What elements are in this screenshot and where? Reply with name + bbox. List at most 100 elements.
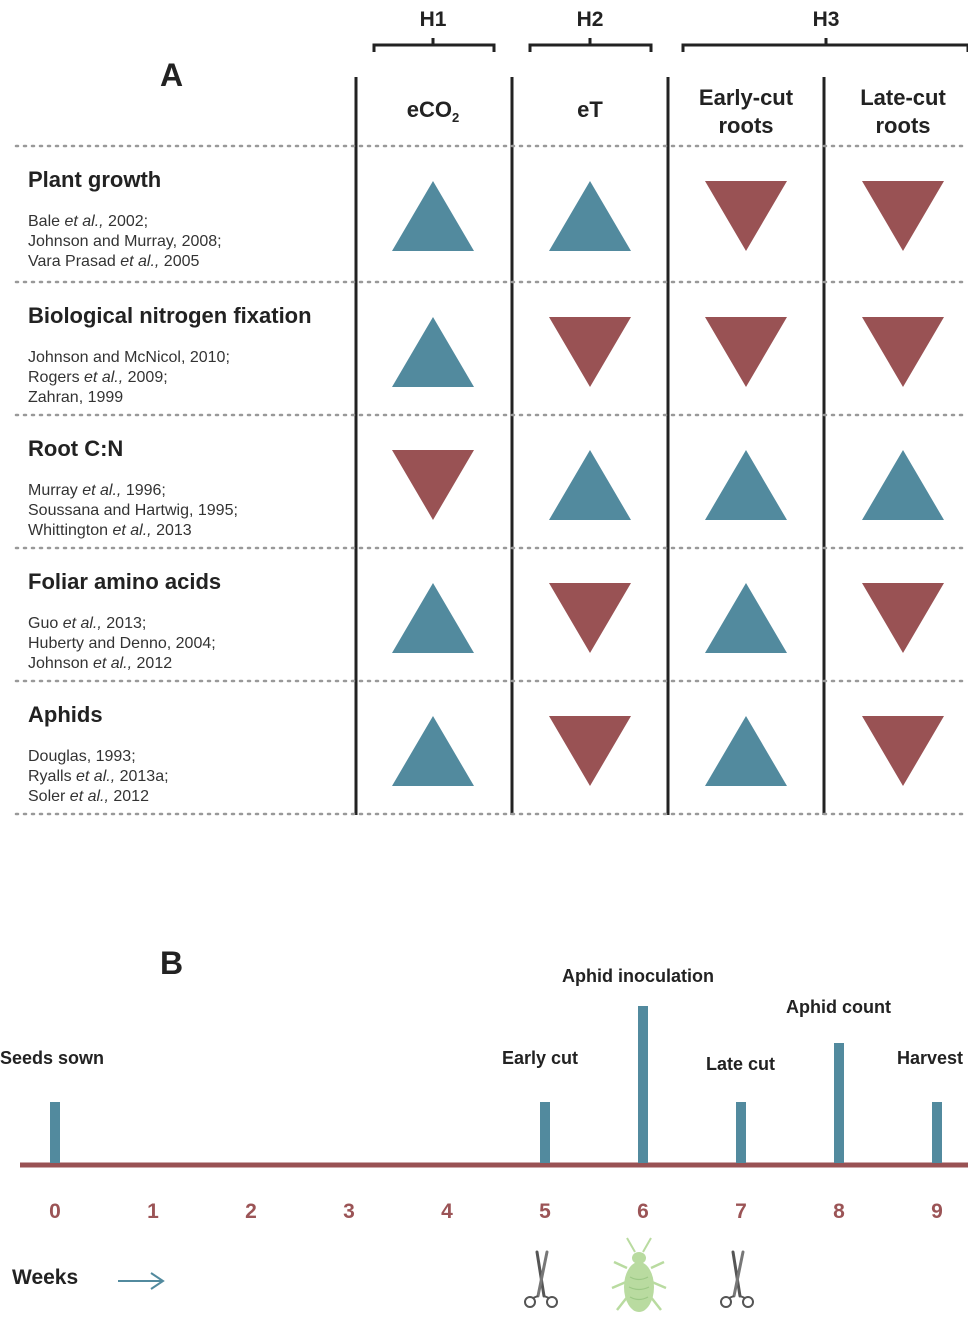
event-label: Aphid inoculation (562, 966, 714, 986)
reference-text: Johnson and McNicol, 2010; (28, 349, 230, 366)
decrease-triangle-icon (705, 317, 787, 387)
reference-text: 2009; (123, 369, 168, 386)
decrease-triangle-icon (549, 583, 631, 653)
hypothesis-label-h3: H3 (812, 8, 840, 31)
reference-text: 2002; (103, 213, 149, 230)
column-header-subscript: 2 (452, 110, 460, 125)
reference-etal: et al., (62, 615, 102, 632)
week-number-0: 0 (49, 1200, 61, 1223)
increase-triangle-icon (705, 716, 787, 786)
reference-etal: et al., (82, 482, 122, 499)
week-number-1: 1 (147, 1200, 159, 1223)
reference-text: 2013a; (115, 768, 169, 785)
reference-text: 2005 (159, 253, 200, 270)
column-header-late-line2: roots (875, 113, 931, 138)
reference-text: 2012 (108, 788, 149, 805)
panel-a-label: A (160, 57, 184, 93)
reference-text: 2013 (151, 522, 192, 539)
reference-etal: et al., (69, 788, 109, 805)
event-marker-bar (638, 1006, 648, 1163)
reference-text: Vara Prasad (28, 253, 121, 270)
increase-triangle-icon (549, 181, 631, 251)
reference-text: Soussana and Hartwig, 1995; (28, 502, 238, 519)
column-header-early-line1: Early-cut (698, 85, 794, 110)
arrow-head-icon (150, 1272, 165, 1290)
reference-line: Johnson and Murray, 2008; (28, 232, 222, 252)
event-marker-bar (932, 1102, 942, 1163)
weeks-axis-label: Weeks (12, 1266, 79, 1289)
column-header-late-line1: Late-cut (860, 85, 946, 110)
reference-etal: et al., (76, 768, 116, 785)
reference-text: 2013; (101, 615, 147, 632)
reference-text: Soler (28, 788, 70, 805)
increase-triangle-icon (705, 583, 787, 653)
increase-triangle-icon (392, 716, 474, 786)
increase-triangle-icon (392, 583, 474, 653)
decrease-triangle-icon (392, 450, 474, 520)
event-marker-bar (50, 1102, 60, 1163)
reference-line: Ryalls et al., 2013a; (28, 767, 169, 787)
hypothesis-label-h1: H1 (419, 8, 447, 31)
reference-text: Johnson and Murray, 2008; (28, 233, 222, 250)
decrease-triangle-icon (862, 181, 944, 251)
row-references: Bale et al., 2002; Johnson and Murray, 20… (28, 212, 222, 272)
row-references: Douglas, 1993; Ryalls et al., 2013a; Soler… (28, 747, 169, 807)
increase-triangle-icon (392, 181, 474, 251)
reference-text: Whittington (28, 522, 113, 539)
reference-etal: et al., (64, 213, 104, 230)
event-label: Seeds sown (0, 1048, 105, 1068)
increase-triangle-icon (549, 450, 631, 520)
event-marker-bar (540, 1102, 550, 1163)
reference-line: Whittington et al., 2013 (28, 521, 238, 541)
reference-line: Murray et al., 1996; (28, 481, 238, 501)
increase-triangle-icon (862, 450, 944, 520)
column-header-text: eCO (406, 97, 452, 122)
reference-text: Ryalls (28, 768, 77, 785)
reference-text: Rogers (28, 369, 85, 386)
row-references: Murray et al., 1996; Soussana and Hartwig… (28, 481, 238, 541)
reference-etal: et al., (84, 369, 124, 386)
aphid-icon (611, 1237, 667, 1312)
decrease-triangle-icon (705, 181, 787, 251)
reference-line: Johnson et al., 2012 (28, 654, 216, 674)
reference-text: Huberty and Denno, 2004; (28, 635, 216, 652)
reference-etal: et al., (92, 655, 133, 672)
column-header-early-line2: roots (718, 113, 774, 138)
week-number-7: 7 (735, 1200, 747, 1223)
reference-line: Vara Prasad et al., 2005 (28, 252, 222, 272)
reference-text: Zahran, 1999 (28, 389, 124, 406)
reference-text: 1996; (121, 482, 166, 499)
reference-line: Huberty and Denno, 2004; (28, 634, 216, 654)
week-number-9: 9 (931, 1200, 943, 1223)
row-title: Biological nitrogen fixation (28, 303, 312, 328)
decrease-triangle-icon (549, 716, 631, 786)
column-header-et: eT (515, 96, 665, 124)
scissors-icon (524, 1250, 558, 1308)
week-number-5: 5 (539, 1200, 551, 1223)
reference-line: Douglas, 1993; (28, 747, 169, 767)
decrease-triangle-icon (862, 583, 944, 653)
column-header-eco2: eCO2 (358, 96, 508, 132)
reference-line: Guo et al., 2013; (28, 614, 216, 634)
reference-text: Guo (28, 615, 63, 632)
panel-b-label: B (160, 945, 184, 981)
reference-line: Zahran, 1999 (28, 388, 230, 408)
reference-text: Murray (28, 482, 83, 499)
row-references: Guo et al., 2013; Huberty and Denno, 2004… (28, 614, 216, 674)
event-label: Aphid count (786, 997, 891, 1017)
event-label: Late cut (706, 1054, 776, 1074)
week-number-6: 6 (637, 1200, 649, 1223)
event-marker-bar (736, 1102, 746, 1163)
event-label: Harvest (897, 1048, 964, 1068)
hypothesis-label-h2: H2 (576, 8, 604, 31)
event-label: Early cut (502, 1048, 579, 1068)
reference-text: Johnson (28, 655, 93, 672)
row-title: Plant growth (28, 167, 162, 192)
row-references: Johnson and McNicol, 2010; Rogers et al.,… (28, 348, 230, 408)
reference-text: Bale (28, 213, 65, 230)
week-number-8: 8 (833, 1200, 845, 1223)
column-header-text: eT (577, 97, 603, 122)
event-marker-bar (834, 1043, 844, 1163)
reference-line: Rogers et al., 2009; (28, 368, 230, 388)
